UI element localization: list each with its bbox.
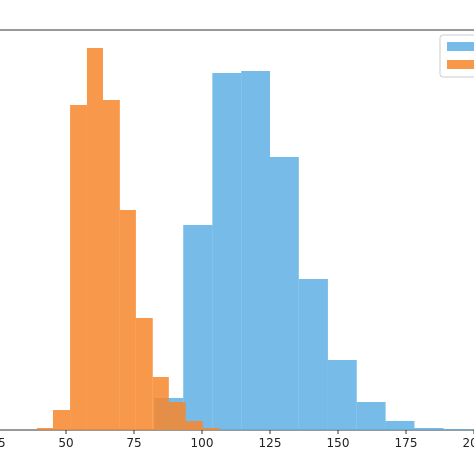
x-tick-label: 25 xyxy=(0,436,6,450)
x-tick-label: 75 xyxy=(126,436,141,450)
bar xyxy=(270,157,299,430)
bar xyxy=(36,428,53,430)
bar xyxy=(70,105,87,430)
bar xyxy=(327,360,357,430)
bar xyxy=(212,73,242,430)
bar xyxy=(385,421,415,430)
bar xyxy=(168,402,186,430)
bar xyxy=(102,100,120,430)
x-tick-label: 150 xyxy=(327,436,350,450)
bar xyxy=(298,279,328,430)
x-tick-label: 125 xyxy=(259,436,282,450)
bar xyxy=(185,421,203,430)
bar xyxy=(86,48,103,430)
bar xyxy=(443,429,473,430)
bar xyxy=(119,210,136,430)
bar xyxy=(356,402,386,430)
bar xyxy=(202,428,220,430)
bar xyxy=(183,225,213,430)
x-tick-label: 175 xyxy=(395,436,418,450)
x-tick-label: 200 xyxy=(463,436,474,450)
x-tick-label: 50 xyxy=(58,436,73,450)
legend-patch xyxy=(447,42,474,51)
bar xyxy=(52,410,71,430)
legend-patch xyxy=(447,60,474,69)
bar xyxy=(135,318,153,430)
bar xyxy=(414,428,444,430)
x-tick-label: 100 xyxy=(191,436,214,450)
bar xyxy=(152,377,169,430)
bar xyxy=(241,71,270,430)
legend-box xyxy=(439,34,474,78)
